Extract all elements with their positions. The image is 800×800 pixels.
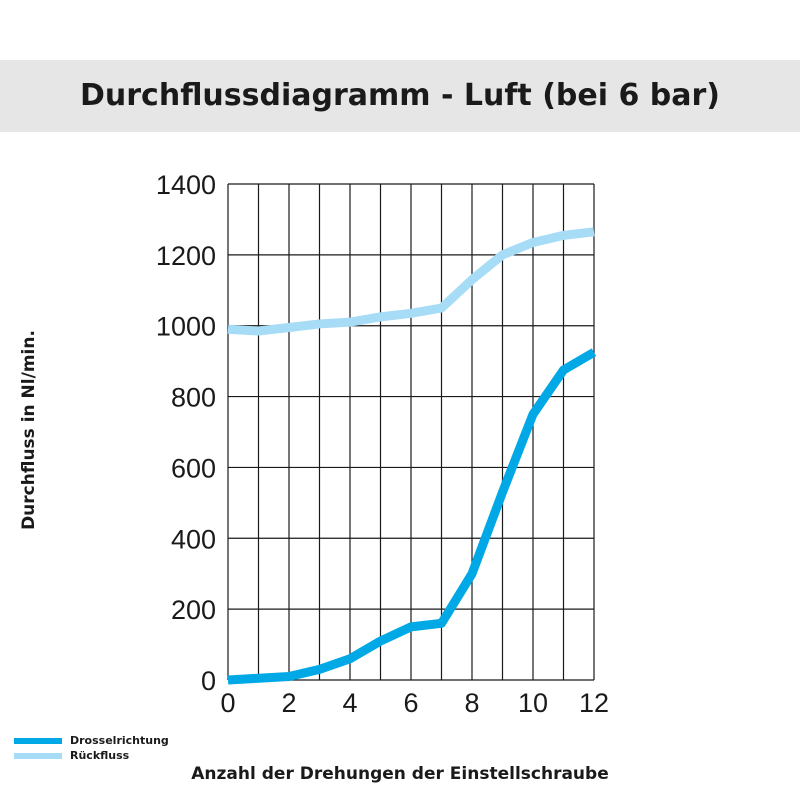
title-bar: Durchflussdiagramm - Luft (bei 6 bar) <box>0 60 800 132</box>
y-tick-label: 400 <box>171 524 216 554</box>
legend: Drosselrichtung Rückfluss <box>14 733 169 763</box>
y-tick-label: 0 <box>201 666 216 696</box>
legend-item-1: Rückfluss <box>14 748 169 763</box>
tick-labels: 0 200 400 600 800 1000 1200 1400 0 2 4 6 8 10 12 <box>156 170 609 718</box>
y-axis-label: Durchfluss in Nl/min. <box>19 330 39 530</box>
x-tick-label: 4 <box>342 688 357 718</box>
y-tick-label: 200 <box>171 595 216 625</box>
legend-swatch-1 <box>14 752 62 759</box>
x-tick-label: 2 <box>281 688 296 718</box>
grid <box>227 183 595 681</box>
legend-label-0: Drosselrichtung <box>70 734 169 747</box>
y-tick-label: 1000 <box>156 312 216 342</box>
legend-swatch-0 <box>14 737 62 744</box>
x-tick-label: 6 <box>403 688 418 718</box>
chart-title: Durchflussdiagramm - Luft (bei 6 bar) <box>80 78 720 113</box>
x-tick-label: 8 <box>464 688 479 718</box>
x-tick-label: 10 <box>518 688 548 718</box>
legend-item-0: Drosselrichtung <box>14 733 169 748</box>
y-tick-label: 1200 <box>156 241 216 271</box>
legend-label-1: Rückfluss <box>70 749 130 762</box>
series-line-0 <box>227 348 597 685</box>
x-tick-label: 12 <box>579 688 609 718</box>
y-tick-label: 800 <box>171 383 216 413</box>
x-tick-label: 0 <box>220 688 235 718</box>
series-line-1 <box>227 227 595 336</box>
y-tick-label: 600 <box>171 453 216 483</box>
x-axis-label: Anzahl der Drehungen der Einstellschraub… <box>191 764 609 784</box>
y-tick-label: 1400 <box>156 170 216 200</box>
series-lines <box>227 227 597 685</box>
